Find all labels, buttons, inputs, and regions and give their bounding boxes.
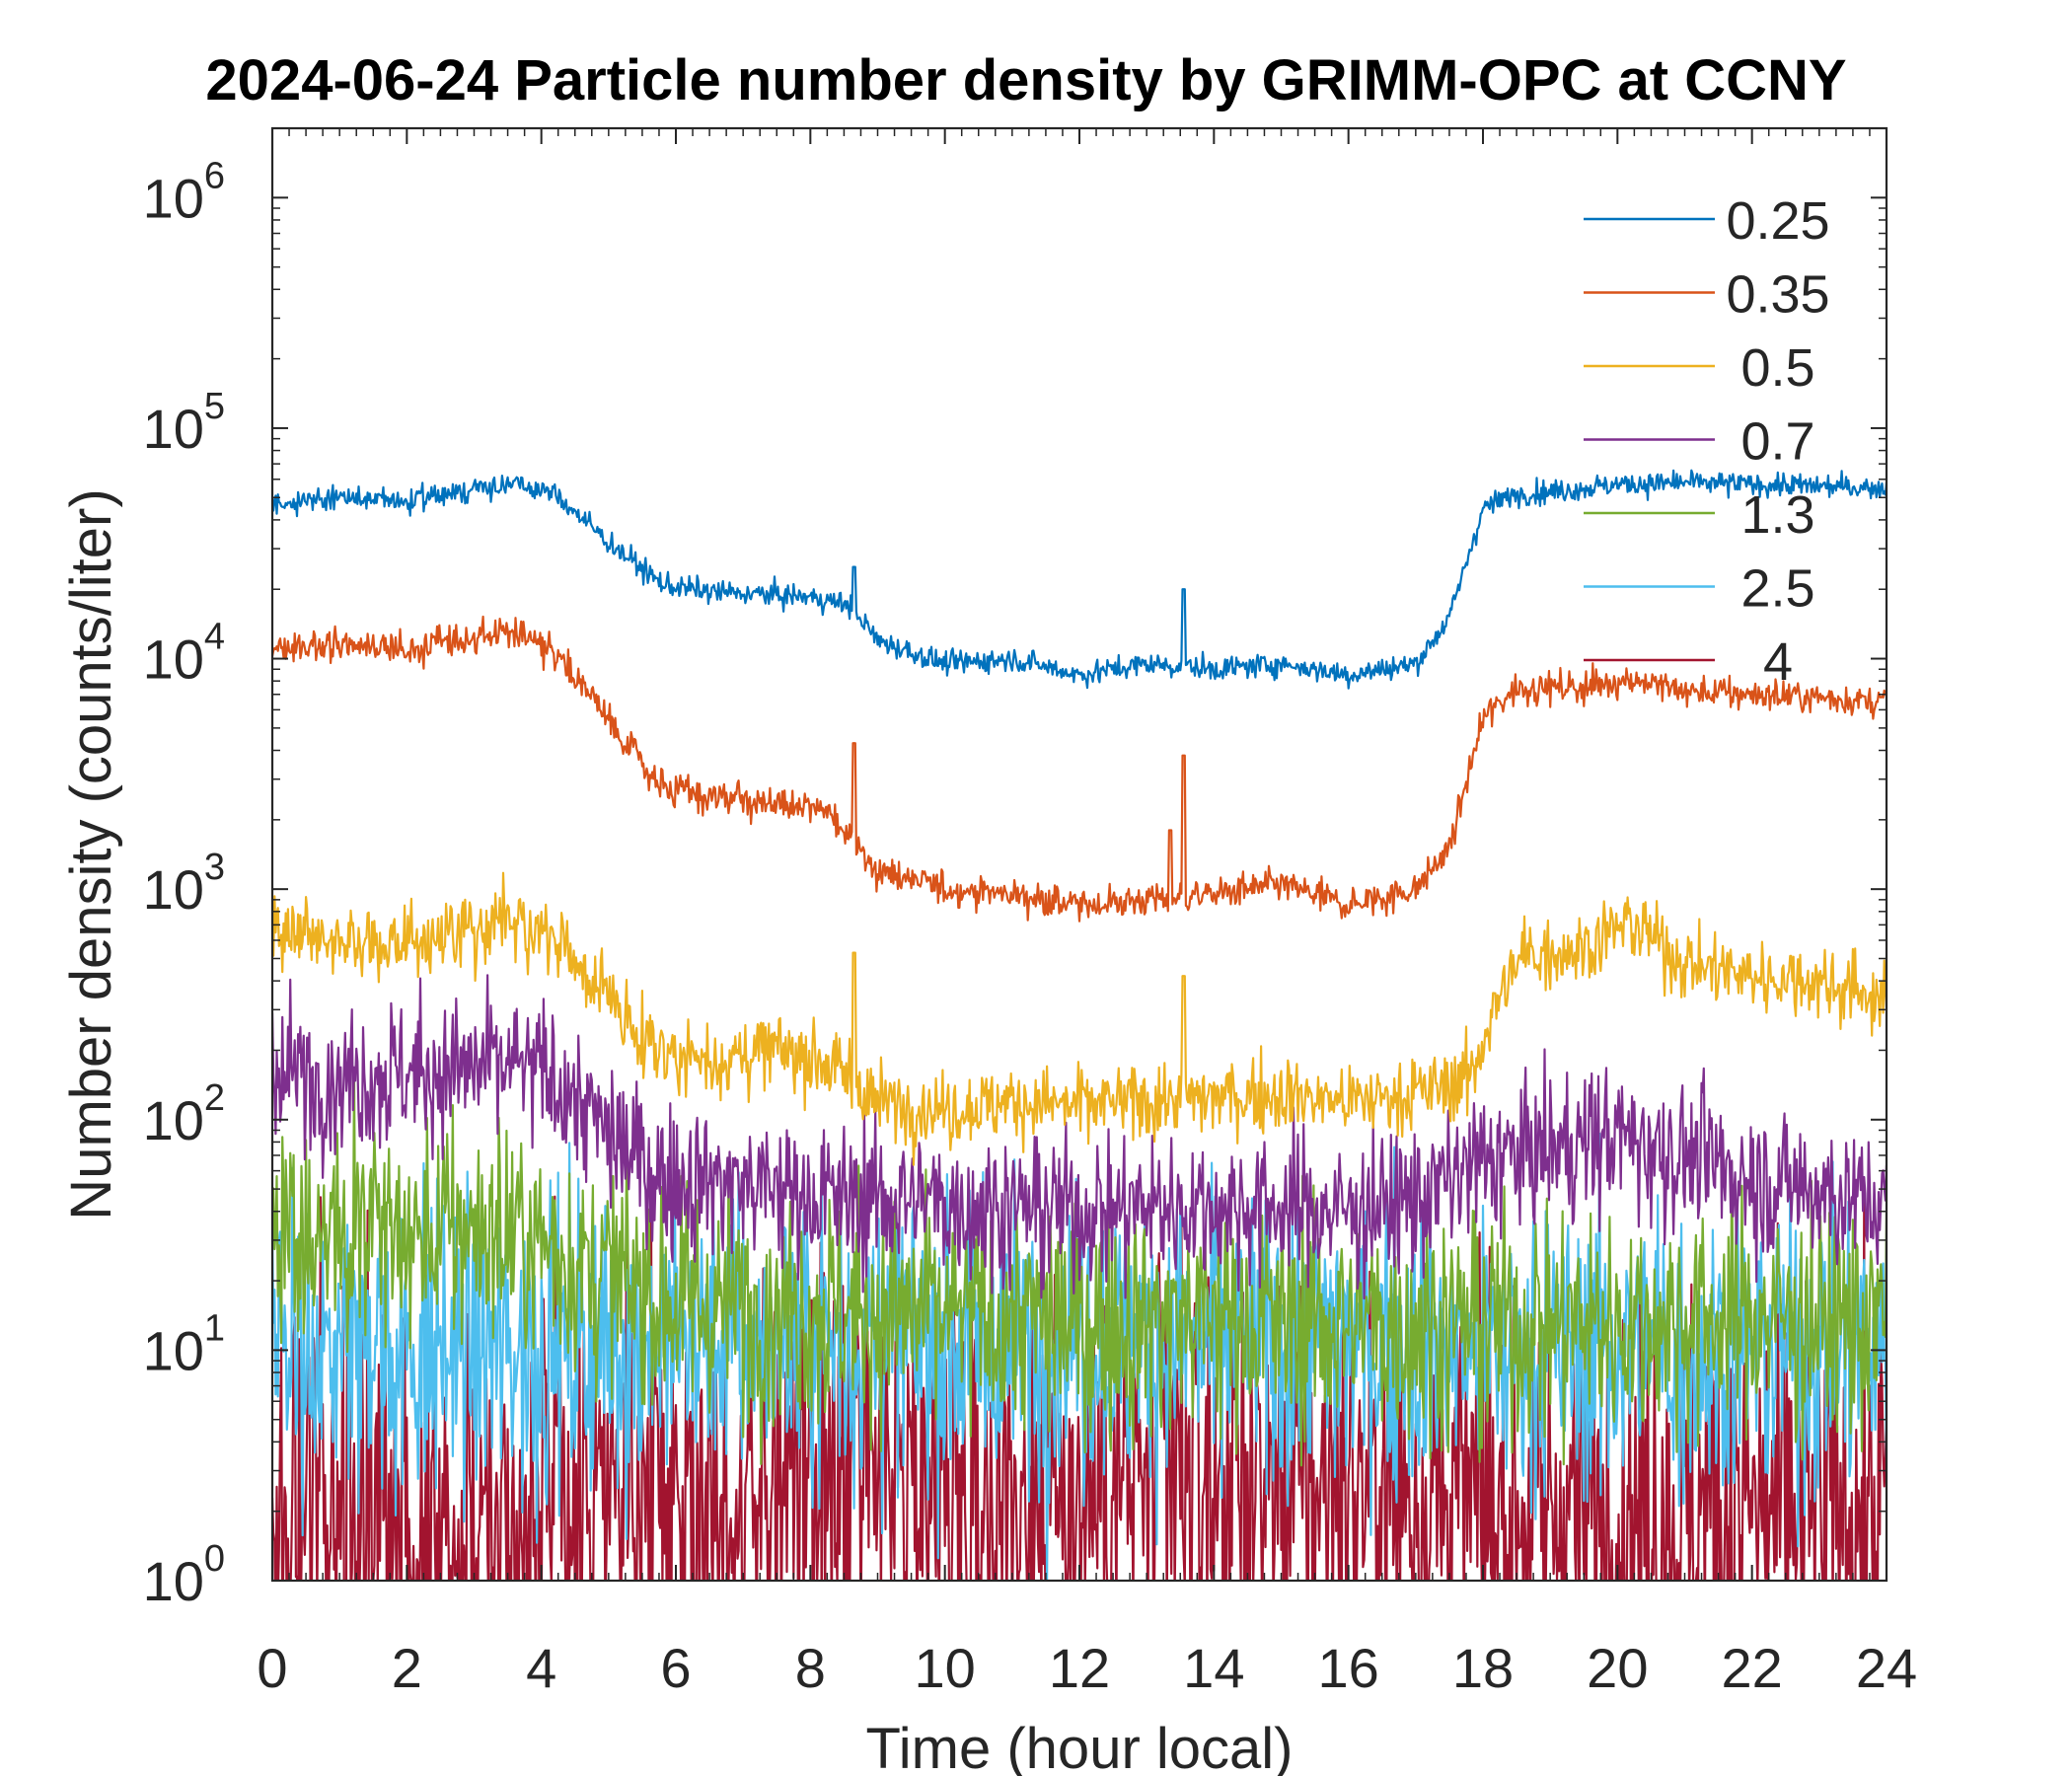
- series-line-0.25: [272, 469, 1887, 690]
- y-axis: 100 101 102 103 104 105 106: [143, 155, 1887, 1612]
- x-tick-label: 12: [1049, 1637, 1110, 1699]
- x-tick-label: 14: [1183, 1637, 1244, 1699]
- legend-label-0.5: 0.5: [1740, 338, 1814, 398]
- x-tick-label: 8: [795, 1637, 826, 1699]
- x-tick-label: 20: [1587, 1637, 1648, 1699]
- y-axis-label: Number density (counts/liter): [59, 488, 123, 1220]
- y-tick-label: 105: [143, 386, 225, 460]
- y-tick-label: 104: [143, 617, 225, 691]
- series-group: [272, 469, 1887, 1581]
- series-line-0.5: [272, 871, 1887, 1166]
- x-tick-label: 24: [1856, 1637, 1917, 1699]
- x-tick-label: 2: [392, 1637, 422, 1699]
- chart-title: 2024-06-24 Particle number density by GR…: [205, 48, 1847, 112]
- x-axis-label: Time (hour local): [866, 1717, 1294, 1776]
- legend-label-2.5: 2.5: [1740, 559, 1814, 619]
- x-tick-label: 18: [1452, 1637, 1514, 1699]
- legend-label-0.25: 0.25: [1726, 191, 1829, 251]
- x-tick-label: 4: [526, 1637, 556, 1699]
- legend: 0.25 0.35 0.5 0.7 1.3 2.5 4: [1584, 191, 1830, 692]
- x-axis: 0 2 4 6 8 10 12 14 16 18 20 22 24: [257, 128, 1917, 1699]
- x-tick-label: 10: [915, 1637, 976, 1699]
- y-tick-label: 103: [143, 847, 225, 921]
- series-line-0.7: [272, 974, 1887, 1300]
- y-tick-label: 102: [143, 1077, 225, 1151]
- legend-label-0.35: 0.35: [1726, 265, 1829, 325]
- legend-label-0.7: 0.7: [1740, 412, 1814, 472]
- y-tick-label: 106: [143, 155, 225, 229]
- x-tick-label: 6: [660, 1637, 691, 1699]
- x-tick-label: 22: [1722, 1637, 1783, 1699]
- legend-label-4: 4: [1763, 632, 1793, 692]
- series-line-0.35: [272, 615, 1887, 923]
- y-tick-label: 101: [143, 1307, 225, 1381]
- minor-ticks: [272, 127, 1887, 1581]
- x-tick-label: 16: [1318, 1637, 1379, 1699]
- x-tick-label: 0: [257, 1637, 287, 1699]
- y-tick-label: 100: [143, 1538, 225, 1612]
- series-line-4: [272, 1195, 1887, 1581]
- legend-label-1.3: 1.3: [1740, 485, 1814, 545]
